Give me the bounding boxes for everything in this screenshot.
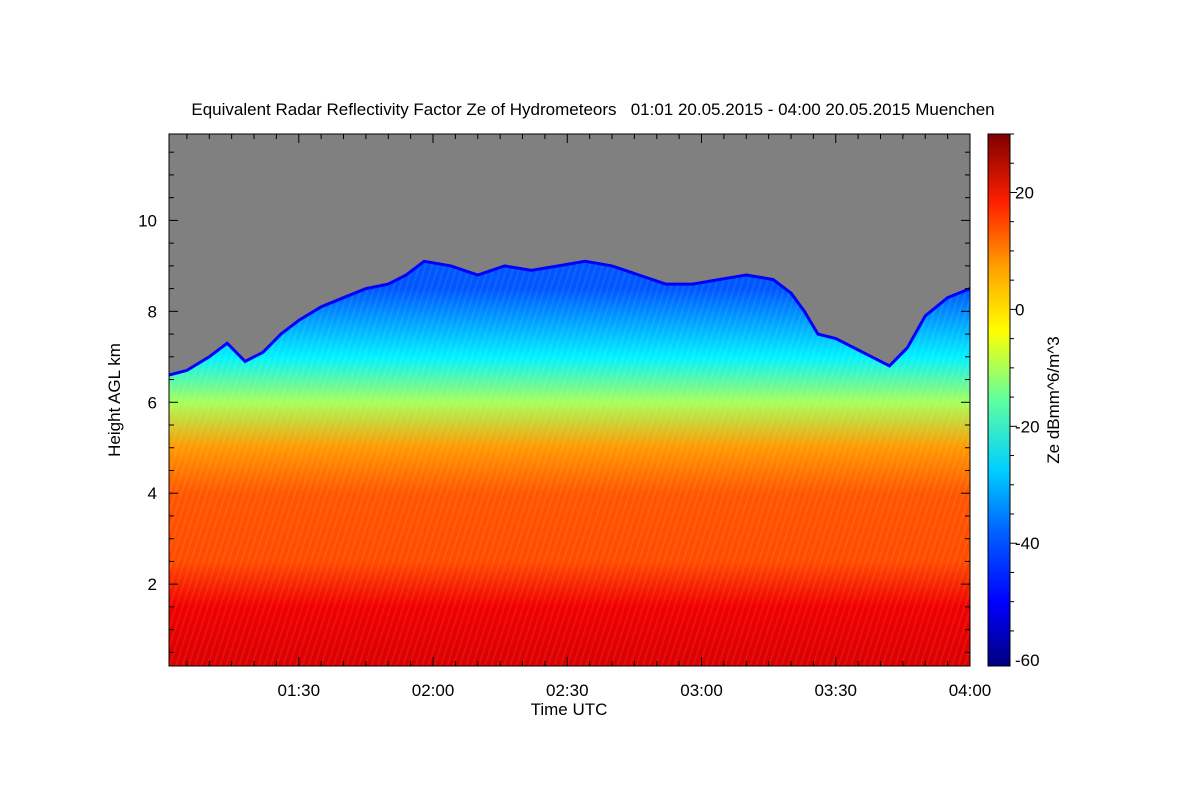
y-tick-label: 4: [148, 484, 157, 503]
x-tick-label: 03:00: [680, 681, 723, 700]
x-tick-label: 01:30: [277, 681, 320, 700]
x-tick-label: 02:00: [412, 681, 455, 700]
colorbar-tick-label: 20: [1015, 183, 1034, 202]
plot-area: [169, 134, 970, 666]
x-tick-label: 02:30: [546, 681, 589, 700]
y-tick-label: 6: [148, 393, 157, 412]
colorbar-tick-label: -60: [1015, 651, 1040, 670]
y-axis: 2 4 6 8 10: [138, 151, 970, 653]
colorbar-tick-label: 0: [1015, 300, 1024, 319]
colorbar-tick-label: -40: [1015, 534, 1040, 553]
colorbar-gradient: [987, 133, 1011, 667]
colorbar: -60 -40 -20 0 20 Ze dBmm^6/m^3: [987, 133, 1063, 670]
y-tick-label: 10: [138, 211, 157, 230]
y-tick-label: 8: [148, 302, 157, 321]
x-axis: 01:30 02:00 02:30 03:00 03:30 04:00: [186, 134, 992, 700]
fall-streaks: [169, 261, 970, 666]
plot-frame: [168, 133, 971, 667]
y-axis-label: Height AGL km: [105, 343, 124, 457]
colorbar-tick-label: -20: [1015, 417, 1040, 436]
x-tick-label: 03:30: [814, 681, 857, 700]
x-tick-label: 04:00: [949, 681, 992, 700]
x-axis-label: Time UTC: [531, 700, 608, 719]
chart-title: Equivalent Radar Reflectivity Factor Ze …: [191, 100, 994, 119]
cloud-top-edge: [169, 259, 970, 377]
colorbar-label: Ze dBmm^6/m^3: [1044, 336, 1063, 463]
colorbar-ticks: -60 -40 -20 0 20: [1010, 133, 1040, 670]
y-tick-label: 2: [148, 575, 157, 594]
